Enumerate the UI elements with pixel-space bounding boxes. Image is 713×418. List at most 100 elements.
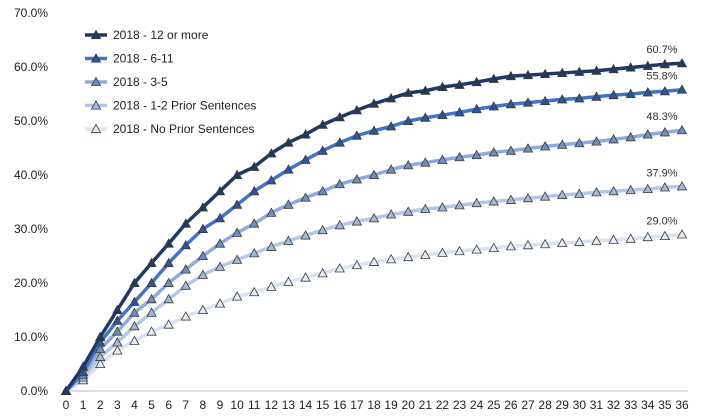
- x-tick-label: 4: [131, 398, 138, 412]
- data-point-marker: [420, 85, 431, 95]
- x-tick-label: 30: [573, 398, 587, 412]
- x-tick-label: 10: [230, 398, 244, 412]
- data-point-marker: [231, 254, 243, 264]
- data-point-marker: [437, 109, 448, 120]
- data-point-marker: [231, 169, 243, 180]
- data-point-marker: [334, 111, 345, 122]
- data-point-marker: [471, 149, 482, 160]
- data-point-marker: [522, 192, 534, 203]
- data-point-marker: [334, 263, 345, 273]
- data-point-marker: [522, 239, 534, 250]
- data-point-marker: [642, 231, 653, 242]
- data-point-marker: [112, 315, 123, 325]
- data-point-marker: [163, 238, 174, 248]
- data-point-marker: [180, 264, 191, 274]
- data-point-marker: [454, 79, 465, 89]
- data-point-marker: [574, 92, 585, 103]
- end-value-label: 55.8%: [646, 71, 677, 83]
- data-point-marker: [608, 63, 619, 74]
- data-point-marker: [317, 145, 328, 155]
- data-point-marker: [129, 296, 140, 306]
- x-tick-label: 27: [521, 398, 535, 412]
- data-point-marker: [95, 337, 106, 347]
- data-point-marker: [488, 196, 499, 206]
- data-point-marker: [214, 261, 226, 271]
- data-point-marker: [676, 57, 688, 68]
- x-tick-label: 29: [556, 398, 570, 412]
- data-point-marker: [591, 91, 602, 101]
- x-tick-label: 21: [419, 398, 433, 412]
- data-point-marker: [77, 366, 89, 377]
- data-point-marker: [300, 192, 311, 202]
- y-tick-label: 60.0%: [14, 60, 48, 74]
- data-point-marker: [625, 131, 636, 142]
- data-point-marker: [300, 272, 311, 282]
- data-point-marker: [471, 197, 482, 208]
- x-tick-label: 25: [487, 398, 501, 412]
- data-point-marker: [385, 209, 397, 219]
- data-point-marker: [77, 361, 89, 371]
- data-point-marker: [317, 185, 328, 196]
- data-point-marker: [539, 238, 551, 249]
- x-tick-label: 6: [165, 398, 172, 412]
- data-point-marker: [403, 206, 414, 216]
- data-point-marker: [454, 199, 465, 210]
- data-point-marker: [163, 277, 174, 288]
- legend-swatch-marker: [90, 123, 102, 134]
- data-point-marker: [214, 238, 226, 248]
- data-point-marker: [112, 326, 123, 336]
- data-point-marker: [608, 185, 619, 196]
- x-tick-label: 15: [316, 398, 330, 412]
- y-tick-label: 0.0%: [21, 384, 49, 398]
- data-point-marker: [95, 331, 106, 342]
- data-point-marker: [659, 127, 671, 137]
- data-point-marker: [420, 157, 431, 167]
- data-point-marker: [60, 385, 72, 396]
- data-point-marker: [249, 161, 260, 171]
- data-point-marker: [317, 267, 328, 278]
- legend-swatch-marker: [90, 76, 102, 86]
- data-point-marker: [522, 69, 534, 80]
- data-point-marker: [625, 184, 636, 195]
- data-point-marker: [471, 103, 482, 114]
- data-point-marker: [231, 291, 243, 301]
- data-point-marker: [163, 319, 174, 329]
- x-tick-label: 34: [641, 398, 655, 412]
- data-point-marker: [608, 234, 619, 244]
- data-point-marker: [659, 58, 671, 69]
- data-point-marker: [522, 143, 534, 153]
- end-value-label: 37.9%: [646, 167, 677, 179]
- data-point-marker: [129, 320, 140, 331]
- legend-swatch-marker: [90, 29, 102, 39]
- data-point-marker: [539, 68, 551, 79]
- x-tick-label: 11: [248, 398, 261, 412]
- y-tick-label: 40.0%: [14, 168, 48, 182]
- data-point-marker: [385, 164, 397, 174]
- data-point-marker: [591, 65, 602, 75]
- x-tick-label: 33: [624, 398, 638, 412]
- data-point-marker: [180, 280, 191, 290]
- data-point-marker: [163, 257, 174, 268]
- legend-item: 2018 - 3-5: [85, 75, 168, 89]
- data-point-marker: [129, 307, 140, 317]
- x-tick-label: 13: [282, 398, 296, 412]
- data-point-marker: [368, 212, 380, 223]
- data-point-marker: [659, 182, 671, 192]
- legend-item: 2018 - 12 or more: [85, 28, 209, 42]
- data-point-marker: [505, 98, 517, 109]
- data-point-marker: [557, 94, 568, 104]
- data-point-marker: [146, 326, 157, 336]
- series-markers: [60, 57, 688, 396]
- data-point-marker: [642, 129, 653, 139]
- x-tick-label: 24: [470, 398, 484, 412]
- data-point-marker: [385, 92, 397, 103]
- x-tick-label: 36: [675, 398, 689, 412]
- y-tick-label: 50.0%: [14, 114, 48, 128]
- data-point-marker: [454, 245, 465, 256]
- data-point-marker: [437, 81, 448, 91]
- data-point-marker: [676, 181, 688, 191]
- data-point-marker: [591, 235, 602, 245]
- x-tick-label: 18: [367, 398, 381, 412]
- data-point-marker: [488, 242, 499, 252]
